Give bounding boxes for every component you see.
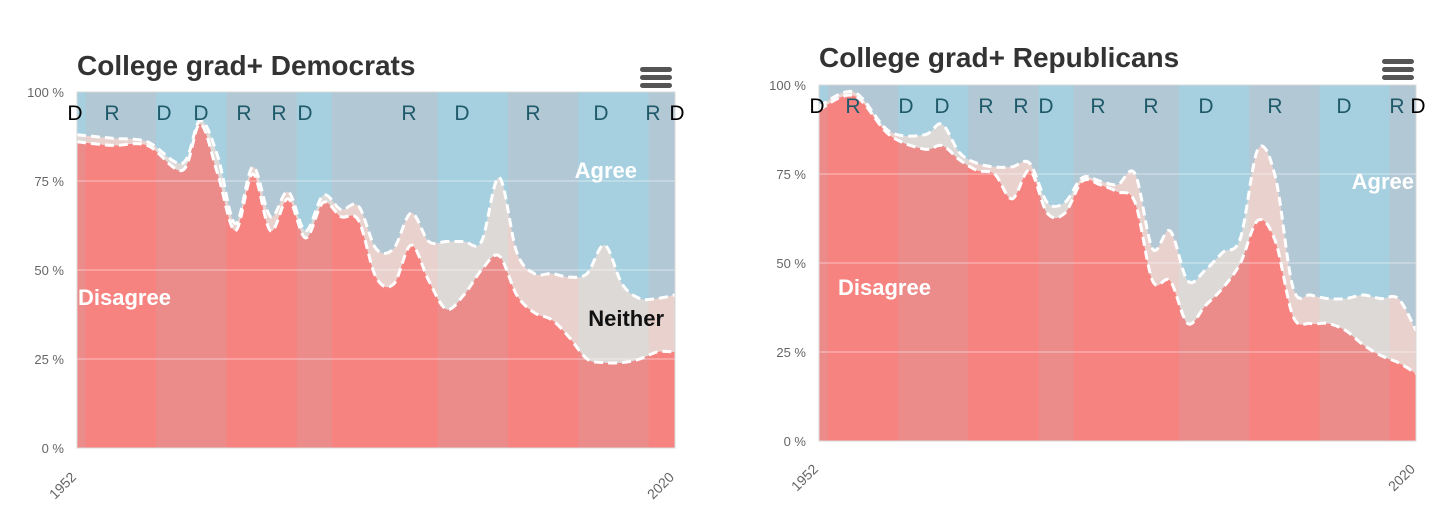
party-label: D [1038, 95, 1053, 118]
party-label: D [156, 102, 171, 125]
party-label: D [67, 102, 82, 125]
party-label: R [978, 95, 993, 118]
series-boundary-line [818, 89, 1418, 332]
party-label: R [645, 102, 660, 125]
y-tick-label: 75 % [34, 174, 64, 189]
chart-republicans: College grad+ Republicans 0 % 25 % 50 % 75 … [728, 0, 1456, 528]
series-area-neither [819, 91, 1416, 374]
x-tick-label: 2020 [644, 469, 677, 502]
series-label-disagree: Disagree [838, 275, 931, 300]
party-label: D [898, 95, 913, 118]
chart-menu-button[interactable] [1374, 50, 1422, 90]
party-label: R [1090, 95, 1105, 118]
party-label: D [809, 95, 824, 118]
series-boundary-line [76, 119, 676, 302]
party-label: D [454, 102, 469, 125]
party-label: D [593, 102, 608, 125]
plot-frame [818, 84, 1417, 442]
x-tick-label: 2020 [1385, 461, 1418, 494]
series-area-agree [819, 85, 1416, 331]
hamburger-icon-bar [1382, 67, 1414, 72]
party-label: D [669, 102, 684, 125]
party-label: D [1336, 95, 1351, 118]
party-label: R [1013, 95, 1028, 118]
hamburger-icon-bar [1382, 59, 1414, 64]
y-tick-label: 100 % [27, 85, 64, 100]
party-label: R [271, 102, 286, 125]
y-tick-label: 50 % [34, 263, 64, 278]
x-tick-label: 1952 [788, 461, 821, 494]
x-tick-label: 1952 [46, 469, 79, 502]
hamburger-icon-bar [640, 83, 672, 88]
series-boundary-line [818, 93, 1417, 375]
party-label: R [236, 102, 251, 125]
y-tick-label: 0 % [784, 434, 807, 449]
y-tick-label: 100 % [769, 78, 806, 93]
party-label: D [934, 95, 949, 118]
party-label: D [297, 102, 312, 125]
series-label-disagree: Disagree [78, 285, 171, 310]
party-label: R [104, 102, 119, 125]
party-label: R [1143, 95, 1158, 118]
series-label-agree: Agree [575, 158, 637, 183]
chart-democrats: College grad+ Democrats 0 % 25 % 50 % 75 % 1… [27, 50, 684, 502]
party-label: D [193, 102, 208, 125]
y-tick-label: 50 % [776, 256, 806, 271]
hamburger-icon-bar [640, 75, 672, 80]
series-area-disagree [77, 123, 675, 448]
series-boundary-line [76, 122, 676, 365]
hamburger-icon-bar [1382, 75, 1414, 80]
party-label: R [845, 95, 860, 118]
series-area-disagree [819, 95, 1416, 441]
series-area-neither [77, 120, 675, 364]
party-label: D [1198, 95, 1213, 118]
chart-menu-button[interactable] [632, 58, 680, 98]
party-label: D [1410, 95, 1425, 118]
y-tick-label: 0 % [42, 441, 65, 456]
party-label: R [525, 102, 540, 125]
chart-title: College grad+ Republicans [819, 42, 1180, 73]
party-label: R [1267, 95, 1282, 118]
party-label: R [401, 102, 416, 125]
party-label: R [1389, 95, 1404, 118]
hamburger-icon-bar [640, 67, 672, 72]
plot-frame [76, 91, 676, 449]
y-tick-label: 25 % [34, 352, 64, 367]
chart-title: College grad+ Democrats [77, 50, 416, 81]
y-tick-label: 75 % [776, 167, 806, 182]
series-area-agree [77, 92, 675, 300]
series-label-neither: Neither [588, 306, 664, 331]
y-tick-label: 25 % [776, 345, 806, 360]
series-label-agree: Agree [1352, 169, 1414, 194]
